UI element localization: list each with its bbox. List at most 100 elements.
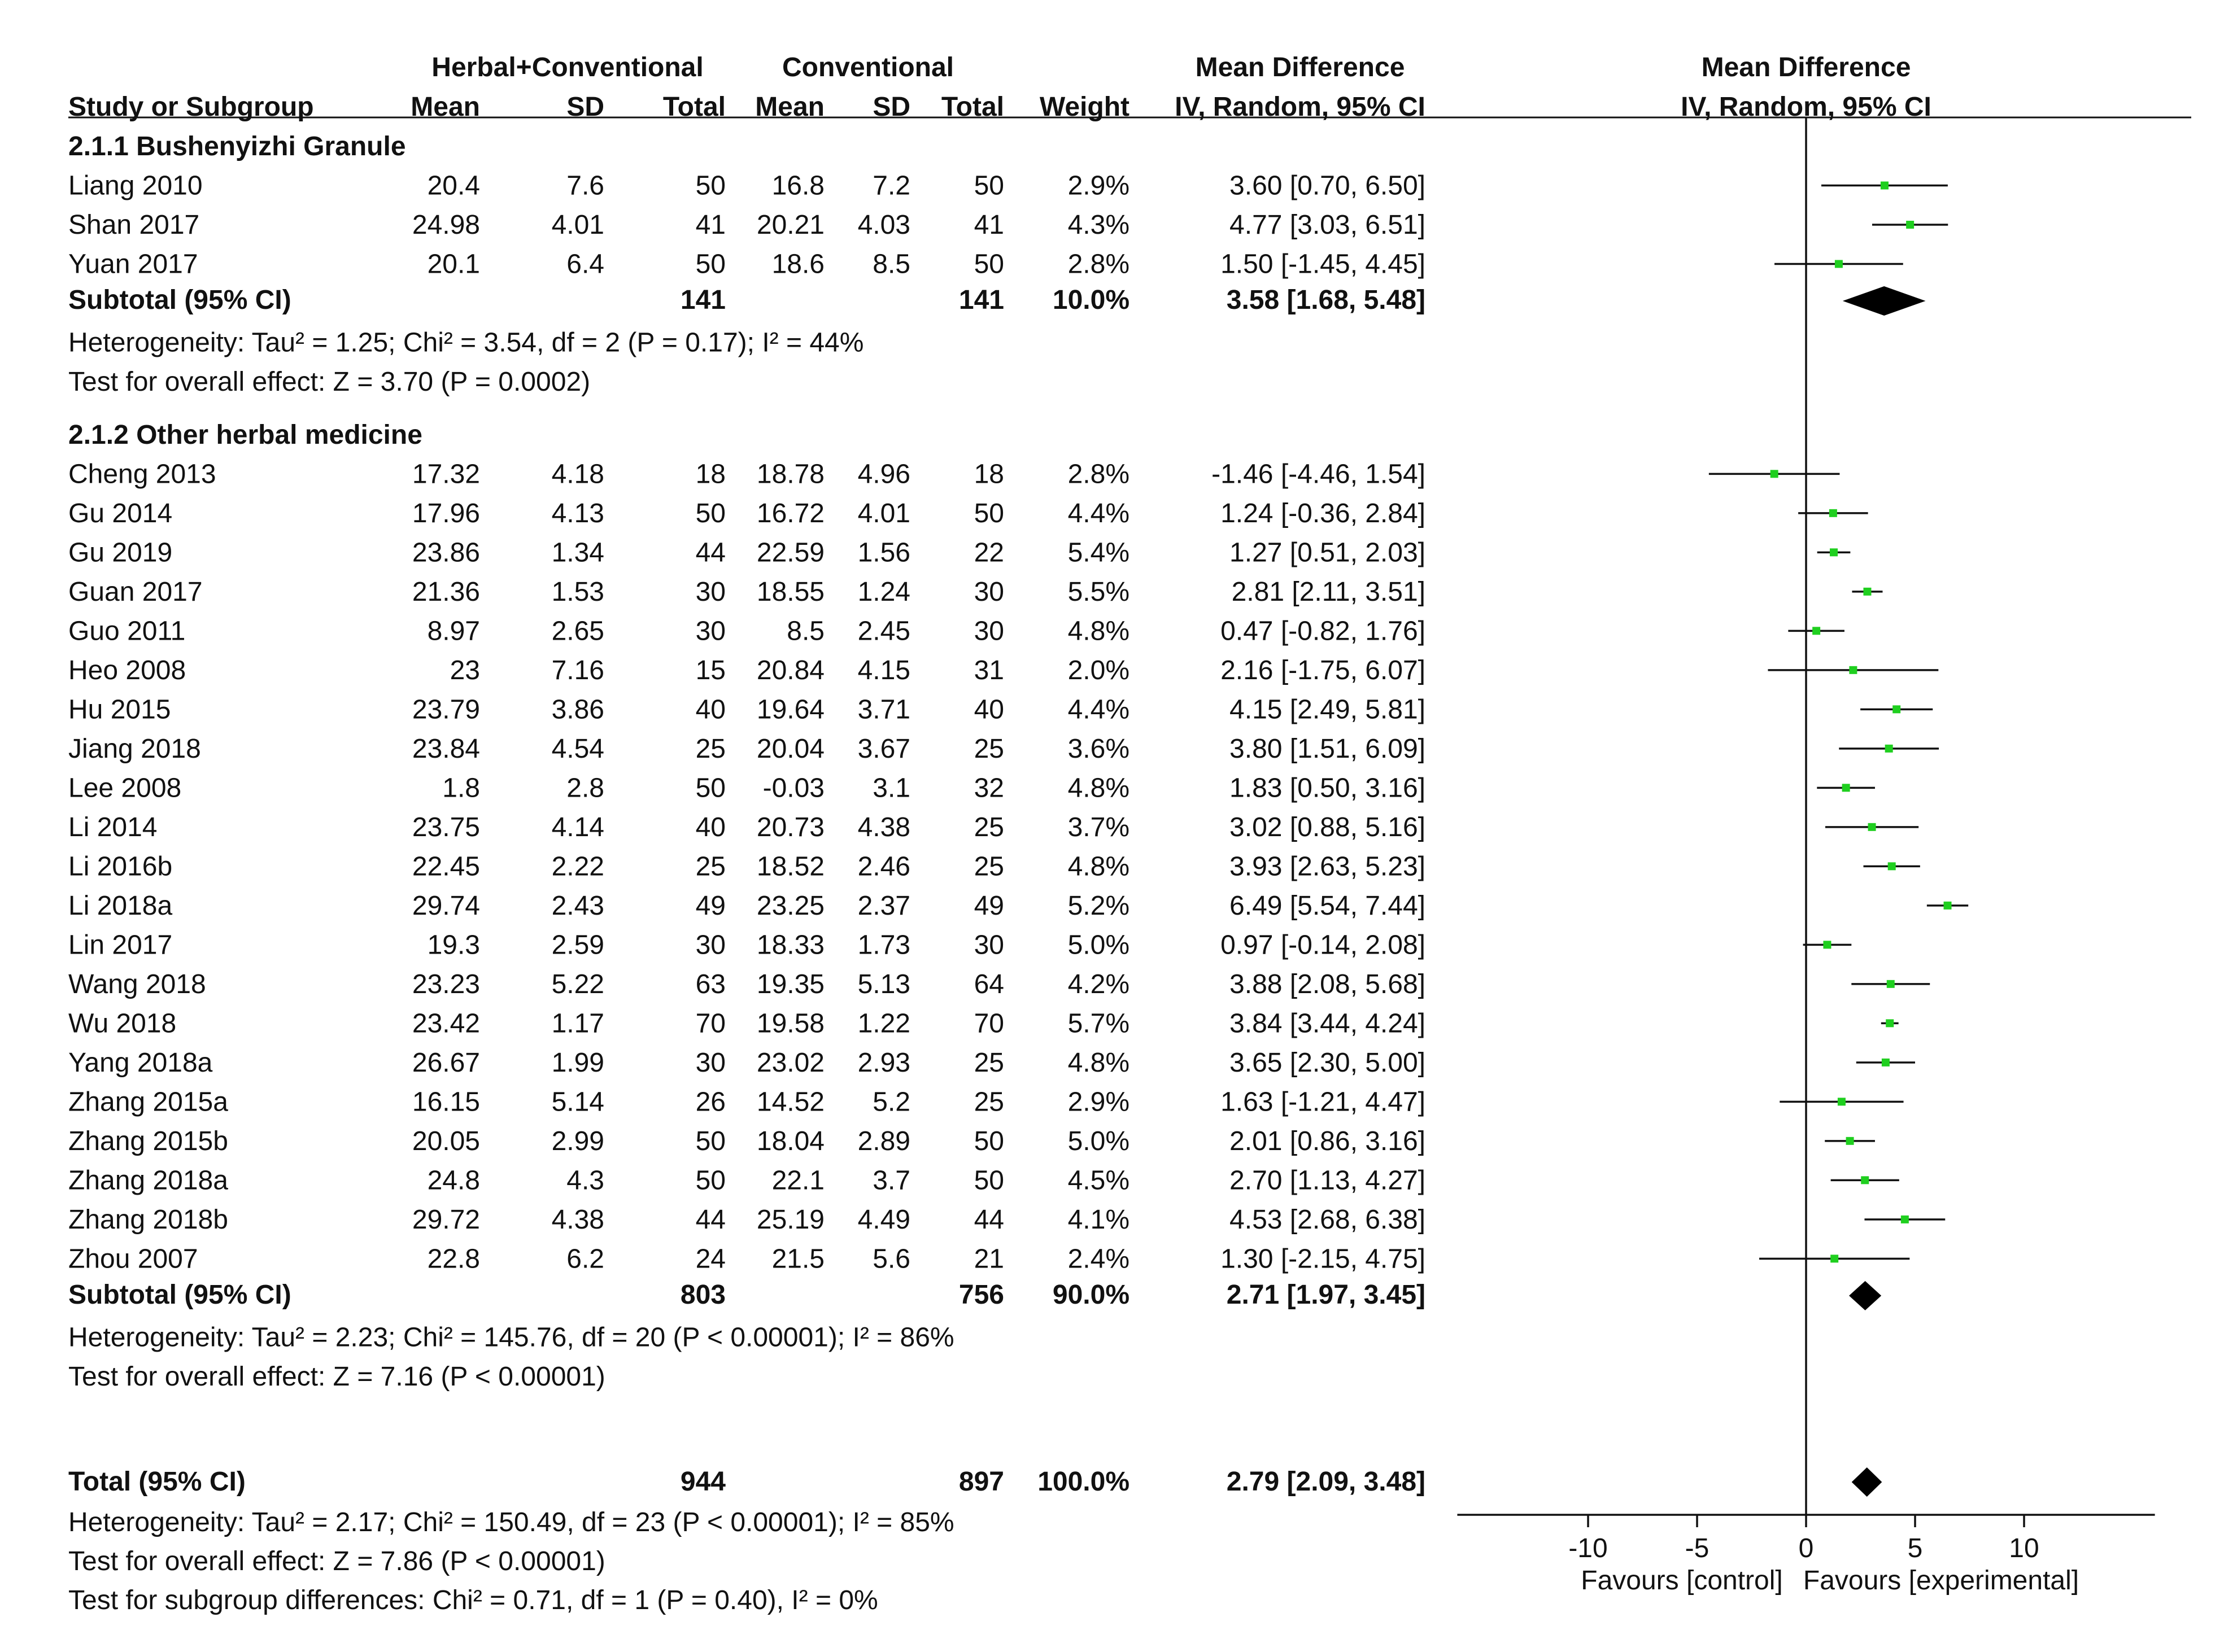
study-name: Guan 2017: [68, 577, 203, 607]
exp-sd: 5.22: [552, 969, 604, 999]
exp-mean: 23.23: [412, 969, 480, 999]
ctrl-mean: 18.78: [757, 459, 825, 489]
ctrl-mean: 14.52: [757, 1087, 825, 1117]
footer-line: Heterogeneity: Tau² = 2.17; Chi² = 150.4…: [68, 1507, 954, 1537]
ci-text: 1.63 [-1.21, 4.47]: [1220, 1087, 1425, 1117]
ci-text: 3.02 [0.88, 5.16]: [1229, 812, 1425, 842]
ctrl-mean: 21.5: [772, 1244, 825, 1274]
ctrl-total: 18: [974, 459, 1004, 489]
study-name: Shan 2017: [68, 210, 199, 240]
subgroup-title: 2.1.1 Bushenyizhi Granule: [68, 132, 406, 161]
study-name: Guo 2011: [68, 616, 185, 646]
point-estimate: [1900, 1215, 1909, 1223]
ctrl-mean: 8.5: [787, 616, 825, 646]
ctrl-mean: 20.73: [757, 812, 825, 842]
ctrl-total: 50: [974, 250, 1004, 279]
ci-text: 1.27 [0.51, 2.03]: [1229, 537, 1425, 567]
exp-mean: 29.74: [412, 891, 480, 921]
point-estimate: [1943, 901, 1952, 910]
ci-text: 2.16 [-1.75, 6.07]: [1220, 655, 1425, 685]
study-name: Zhang 2018a: [68, 1165, 228, 1195]
point-estimate: [1837, 1098, 1846, 1106]
x-tick-label: -10: [1568, 1533, 1607, 1563]
table-text-layer: Herbal+Conventional Conventional Mean Diff…: [68, 53, 1931, 1615]
footer-line: Test for subgroup differences: Chi² = 0.…: [68, 1585, 878, 1615]
exp-sd: 7.6: [566, 171, 604, 201]
exp-total: 63: [696, 969, 726, 999]
ci-text: 3.84 [3.44, 4.24]: [1229, 1008, 1425, 1038]
ctrl-sd: 4.01: [858, 499, 910, 528]
total-label: Total (95% CI): [68, 1467, 246, 1497]
exp-total: 49: [696, 891, 726, 921]
ctrl-total: 21: [974, 1244, 1004, 1274]
point-estimate: [1834, 260, 1843, 268]
ctrl-total: 30: [974, 616, 1004, 646]
ctrl-mean: -0.03: [763, 773, 825, 803]
header-effect-title: Mean Difference: [1196, 53, 1405, 82]
weight: 4.4%: [1068, 694, 1130, 724]
ctrl-sd: 5.2: [873, 1087, 910, 1117]
ctrl-total: 25: [974, 1087, 1004, 1117]
ctrl-total: 756: [959, 1280, 1004, 1310]
ctrl-total: 50: [974, 1126, 1004, 1156]
study-name: Lin 2017: [68, 930, 172, 960]
ctrl-total: 49: [974, 891, 1004, 921]
exp-total: 26: [696, 1087, 726, 1117]
ci-text: 2.01 [0.86, 3.16]: [1229, 1126, 1425, 1156]
exp-mean: 21.36: [412, 577, 480, 607]
weight: 3.6%: [1068, 734, 1130, 764]
point-estimate: [1830, 548, 1838, 557]
favours-experimental-label: Favours [experimental]: [1803, 1566, 2079, 1596]
weight: 4.8%: [1068, 616, 1130, 646]
point-estimate: [1842, 784, 1850, 792]
point-estimate: [1881, 1058, 1890, 1067]
ctrl-sd: 4.49: [858, 1205, 910, 1235]
exp-total: 18: [696, 459, 726, 489]
point-estimate: [1868, 823, 1876, 831]
ctrl-total: 64: [974, 969, 1004, 999]
weight: 100.0%: [1037, 1467, 1130, 1497]
point-estimate: [1886, 980, 1895, 988]
exp-mean: 20.1: [428, 250, 480, 279]
ctrl-total: 25: [974, 1048, 1004, 1078]
ctrl-sd: 2.45: [858, 616, 910, 646]
exp-total: 30: [696, 616, 726, 646]
exp-mean: 23.79: [412, 694, 480, 724]
ci-text: 4.77 [3.03, 6.51]: [1229, 210, 1425, 240]
exp-total: 70: [696, 1008, 726, 1038]
ci-text: 0.97 [-0.14, 2.08]: [1220, 930, 1425, 960]
point-estimate: [1830, 1255, 1839, 1263]
ctrl-sd: 3.1: [873, 773, 910, 803]
point-estimate: [1906, 221, 1915, 229]
exp-total: 803: [681, 1280, 726, 1310]
weight: 2.0%: [1068, 655, 1130, 685]
x-tick-label: 5: [1908, 1533, 1923, 1563]
weight: 4.4%: [1068, 499, 1130, 528]
exp-total: 50: [696, 773, 726, 803]
exp-mean: 1.8: [442, 773, 480, 803]
exp-sd: 7.16: [552, 655, 604, 685]
header-control-group: Conventional: [782, 53, 954, 82]
ctrl-mean: 22.59: [757, 537, 825, 567]
ctrl-mean: 18.6: [772, 250, 825, 279]
point-estimate: [1880, 181, 1889, 190]
ctrl-mean: 20.84: [757, 655, 825, 685]
study-name: Cheng 2013: [68, 459, 216, 489]
exp-total: 50: [696, 250, 726, 279]
ci-text: 4.53 [2.68, 6.38]: [1229, 1205, 1425, 1235]
ctrl-sd: 5.6: [873, 1244, 910, 1274]
exp-sd: 3.86: [552, 694, 604, 724]
study-name: Heo 2008: [68, 655, 186, 685]
exp-mean: 23.75: [412, 812, 480, 842]
exp-total: 40: [696, 812, 726, 842]
ctrl-mean: 23.25: [757, 891, 825, 921]
exp-sd: 1.99: [552, 1048, 604, 1078]
weight: 5.0%: [1068, 930, 1130, 960]
total-diamond: [1851, 1467, 1882, 1497]
exp-sd: 1.53: [552, 577, 604, 607]
study-name: Zhang 2015b: [68, 1126, 228, 1156]
study-name: Li 2014: [68, 812, 157, 842]
exp-sd: 4.54: [552, 734, 604, 764]
ctrl-sd: 4.38: [858, 812, 910, 842]
